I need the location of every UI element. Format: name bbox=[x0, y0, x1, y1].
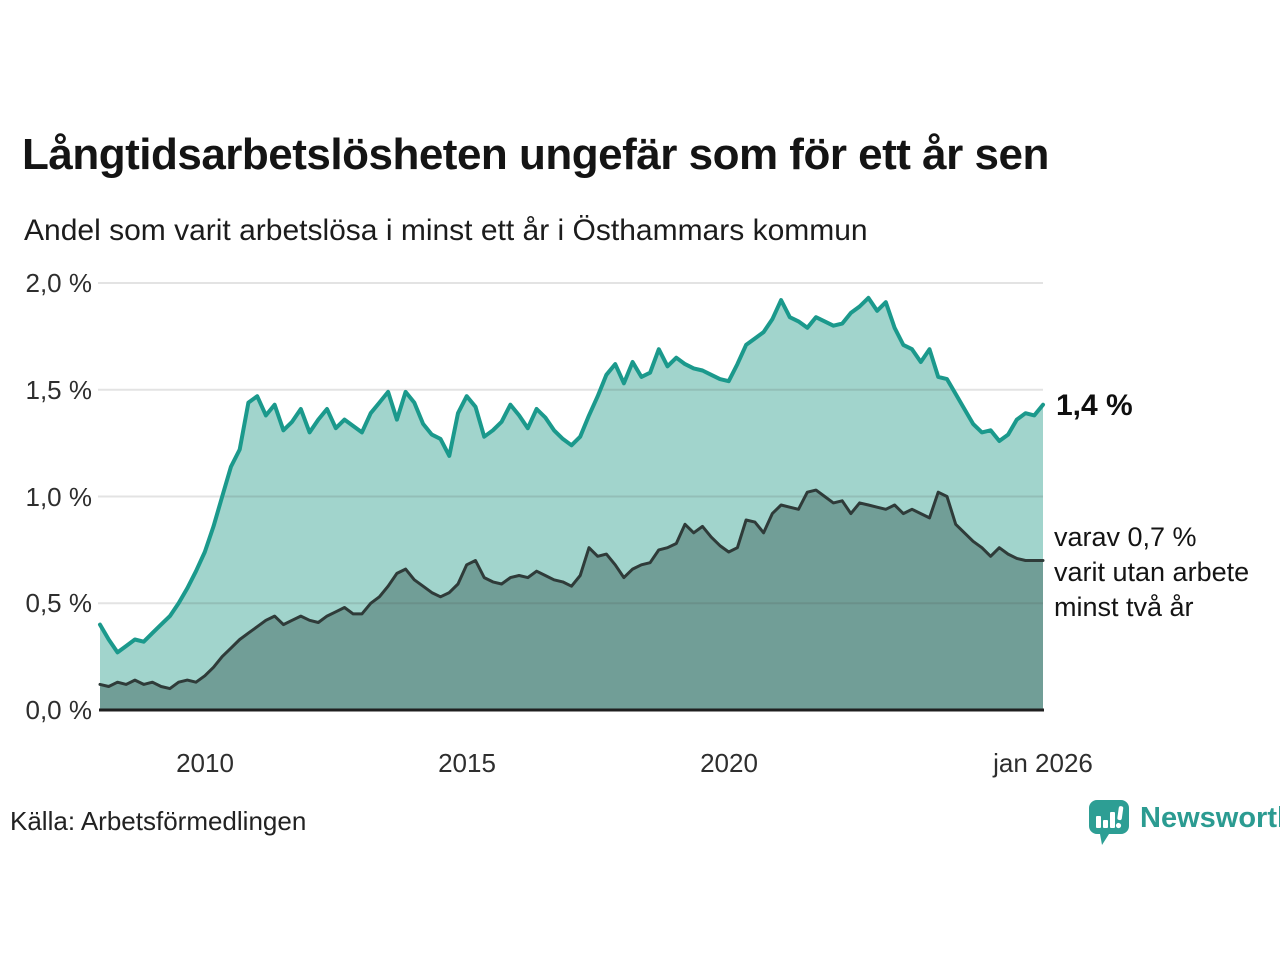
source-text: Källa: Arbetsförmedlingen bbox=[10, 806, 307, 836]
page-title: Långtidsarbetslösheten ungefär som för e… bbox=[22, 130, 1049, 179]
x-tick-label: 2010 bbox=[176, 748, 234, 778]
end-value-label-total: 1,4 % bbox=[1056, 389, 1133, 422]
logo-bubble bbox=[1089, 800, 1129, 845]
area-fill-sub bbox=[100, 490, 1043, 710]
x-tick-label: jan 2026 bbox=[993, 748, 1093, 778]
newsworthy-wordmark: Newsworthy bbox=[1140, 802, 1280, 834]
logo-bar-2 bbox=[1103, 820, 1108, 828]
y-tick-label: 1,5 % bbox=[25, 374, 93, 405]
y-tick-label: 0,0 % bbox=[25, 695, 93, 725]
annotation-line-3: minst två år bbox=[1054, 592, 1194, 622]
logo-exclamation bbox=[1115, 806, 1124, 829]
y-tick-label: 1,0 % bbox=[25, 481, 93, 512]
logo-bar-3 bbox=[1110, 812, 1115, 828]
x-tick-label: 2015 bbox=[438, 748, 496, 778]
chart-subtitle: Andel som varit arbetslösa i minst ett å… bbox=[24, 214, 868, 247]
newsworthy-logo-icon bbox=[1089, 800, 1129, 845]
annotation-line-2: varit utan arbete bbox=[1054, 557, 1250, 587]
x-tick-label: 2020 bbox=[700, 748, 758, 778]
area-fills bbox=[100, 297, 1043, 710]
series-line-total bbox=[98, 295, 1045, 655]
series-line-sub bbox=[98, 488, 1045, 691]
y-tick-label: 2,0 % bbox=[25, 268, 93, 298]
newsworthy-logo: Newsworthy bbox=[1088, 799, 1280, 849]
gridlines bbox=[98, 282, 1043, 605]
y-tick-label: 0,5 % bbox=[25, 588, 93, 619]
logo-bar-1 bbox=[1096, 816, 1101, 828]
series-lines bbox=[98, 295, 1045, 691]
end-annotation-sub: varav 0,7 % varit utan arbete minst två … bbox=[1054, 520, 1249, 625]
annotation-line-1: varav 0,7 % bbox=[1054, 522, 1197, 552]
